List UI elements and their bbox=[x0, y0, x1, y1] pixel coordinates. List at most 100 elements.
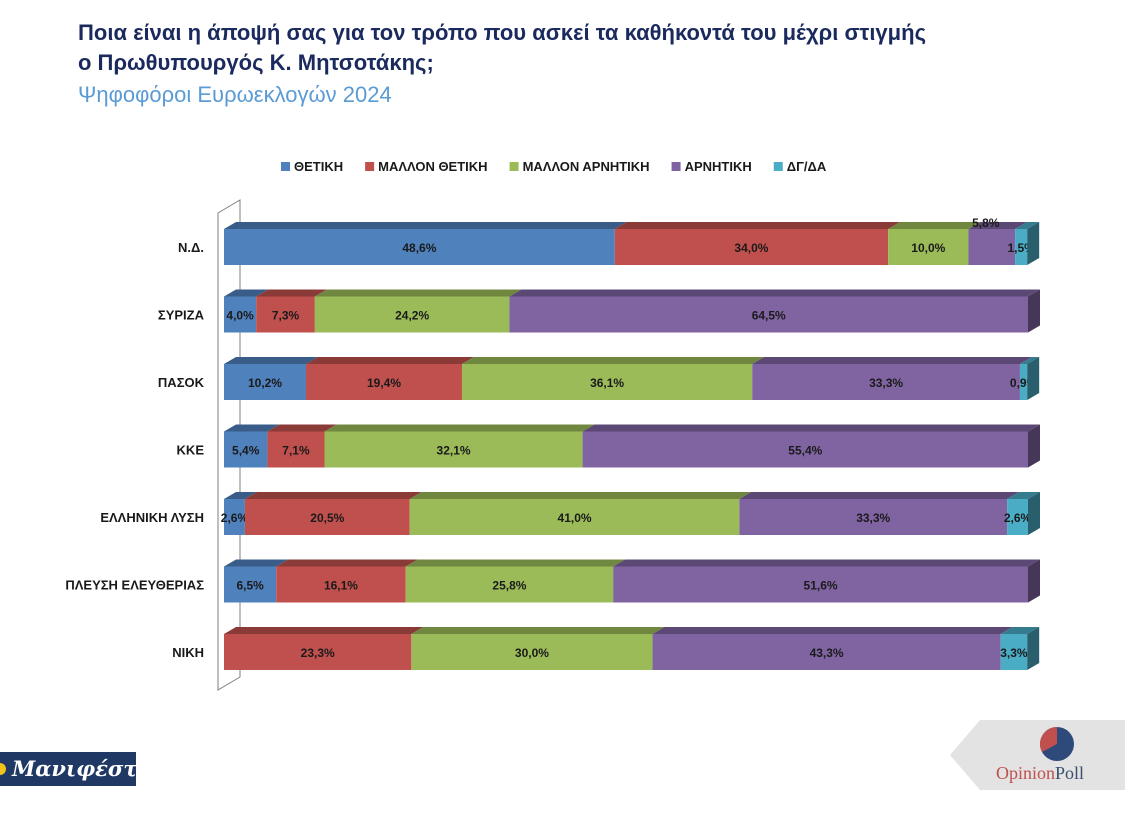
bar-2-1 bbox=[306, 364, 462, 400]
data-label-6-4: 3,3% bbox=[1000, 646, 1028, 660]
bar-top-1-2 bbox=[314, 289, 522, 297]
bar-top-2-2 bbox=[461, 357, 765, 364]
legend-swatch-1 bbox=[365, 162, 375, 171]
data-label-6-3: 43,3% bbox=[810, 646, 844, 660]
bar-6-4 bbox=[1000, 634, 1028, 670]
bar-end-5 bbox=[1028, 559, 1040, 603]
data-label-0-2: 10,0% bbox=[911, 241, 945, 255]
bar-top-6-3 bbox=[652, 627, 1013, 634]
bar-top-0-1 bbox=[614, 222, 901, 229]
bar-top-6-1 bbox=[224, 627, 424, 634]
manifesto-logo: Μανιφέστο bbox=[0, 752, 152, 786]
data-label-3-0: 5,4% bbox=[232, 444, 260, 458]
bar-1-3 bbox=[509, 296, 1028, 333]
category-label-0: Ν.Δ. bbox=[178, 240, 204, 255]
legend-swatch-4 bbox=[773, 162, 783, 171]
legend-swatch-0 bbox=[281, 162, 290, 171]
legend-swatch-2 bbox=[509, 162, 519, 171]
bar-top-2-0 bbox=[224, 357, 319, 364]
opinionpoll-word-1: Opinion bbox=[996, 763, 1056, 783]
bar-4-2 bbox=[409, 499, 740, 535]
data-label-4-3: 33,3% bbox=[856, 511, 890, 525]
data-label-1-3: 64,5% bbox=[752, 309, 786, 323]
data-label-5-0: 6,5% bbox=[236, 579, 264, 593]
title-line-2: ο Πρωθυπουργός Κ. Μητσοτάκης; bbox=[78, 50, 434, 75]
bar-top-0-2 bbox=[888, 222, 981, 229]
bar-2-3 bbox=[752, 364, 1020, 400]
bar-3-0 bbox=[224, 431, 268, 468]
bar-end-2 bbox=[1027, 357, 1040, 400]
bar-top-1-1 bbox=[256, 289, 327, 297]
category-label-3: ΚΚΕ bbox=[177, 443, 205, 458]
data-label-4-2: 41,0% bbox=[558, 511, 592, 525]
category-label-1: ΣΥΡΙΖΑ bbox=[158, 308, 205, 323]
bar-1-2 bbox=[314, 296, 510, 333]
bar-3-2 bbox=[324, 431, 583, 468]
data-label-0-3: 5,8% bbox=[972, 216, 1000, 230]
bar-6-3 bbox=[652, 634, 1001, 670]
data-label-3-1: 7,1% bbox=[282, 444, 310, 458]
bar-3-3 bbox=[582, 431, 1028, 468]
bar-top-5-0 bbox=[224, 559, 289, 567]
data-label-1-1: 7,3% bbox=[272, 309, 300, 323]
bar-end-4 bbox=[1028, 492, 1040, 535]
bar-top-0-3 bbox=[968, 222, 1028, 229]
bar-top-1-0 bbox=[224, 289, 269, 297]
data-label-5-1: 16,1% bbox=[324, 579, 358, 593]
legend-label-0: ΘΕΤΙΚΗ bbox=[294, 159, 343, 174]
data-label-0-1: 34,0% bbox=[734, 241, 768, 255]
bar-0-2 bbox=[888, 229, 969, 265]
bar-end-3 bbox=[1028, 424, 1040, 468]
manifesto-logo-text: Μανιφέστο bbox=[12, 756, 152, 781]
bar-top-4-0 bbox=[224, 492, 257, 499]
bar-top-1-3 bbox=[509, 289, 1040, 297]
bar-end-1 bbox=[1028, 289, 1040, 333]
data-label-4-4: 2,6% bbox=[1004, 511, 1032, 525]
bar-top-5-2 bbox=[405, 559, 626, 567]
bar-end-0 bbox=[1027, 222, 1040, 265]
category-label-6: ΝΙΚΗ bbox=[172, 645, 204, 660]
data-label-0-0: 48,6% bbox=[402, 241, 436, 255]
data-label-6-1: 23,3% bbox=[301, 646, 335, 660]
category-label-4: ΕΛΛΗΝΙΚΗ ΛΥΣΗ bbox=[100, 510, 204, 525]
data-label-1-2: 24,2% bbox=[395, 309, 429, 323]
chart-subtitle: Ψηφοφόροι Ευρωεκλογών 2024 bbox=[78, 82, 392, 107]
bar-4-3 bbox=[739, 499, 1008, 535]
bar-0-1 bbox=[614, 229, 889, 265]
bar-top-0-0 bbox=[224, 222, 627, 229]
bar-4-4 bbox=[1007, 499, 1028, 535]
legend-label-3: ΑΡΝΗΤΙΚΗ bbox=[685, 159, 752, 174]
bar-top-3-0 bbox=[224, 424, 280, 432]
bar-6-1 bbox=[224, 634, 412, 670]
data-label-3-2: 32,1% bbox=[437, 444, 471, 458]
category-label-5: ΠΛΕΥΣΗ ΕΛΕΥΘΕΡΙΑΣ bbox=[65, 578, 204, 593]
opinionpoll-word-2: Poll bbox=[1055, 763, 1085, 783]
data-label-2-1: 19,4% bbox=[367, 376, 401, 390]
bar-top-4-1 bbox=[244, 492, 422, 499]
data-label-3-3: 55,4% bbox=[788, 444, 822, 458]
opinionpoll-logo-shape bbox=[950, 720, 1125, 790]
bar-0-0 bbox=[224, 229, 615, 265]
bar-top-3-3 bbox=[582, 424, 1040, 432]
data-label-6-2: 30,0% bbox=[515, 646, 549, 660]
data-label-5-2: 25,8% bbox=[492, 579, 526, 593]
legend-label-4: ΔΓ/ΔΑ bbox=[787, 159, 827, 174]
bar-top-0-4 bbox=[1015, 222, 1040, 229]
bar-0-4 bbox=[1015, 229, 1028, 265]
bar-top-3-1 bbox=[267, 424, 337, 432]
data-label-2-3: 33,3% bbox=[869, 376, 903, 390]
bar-4-1 bbox=[244, 499, 410, 535]
bar-top-4-4 bbox=[1007, 492, 1040, 499]
bar-0-3 bbox=[968, 229, 1016, 265]
bar-3-1 bbox=[267, 431, 325, 468]
bar-top-2-3 bbox=[752, 357, 1032, 364]
bar-1-1 bbox=[256, 296, 315, 333]
bar-top-3-2 bbox=[324, 424, 595, 432]
category-label-2: ΠΑΣΟΚ bbox=[158, 375, 205, 390]
bar-5-0 bbox=[224, 566, 277, 603]
bar-1-0 bbox=[224, 296, 257, 333]
bar-5-3 bbox=[613, 566, 1028, 603]
manifesto-logo-dot bbox=[0, 763, 6, 775]
bar-top-5-3 bbox=[613, 559, 1040, 567]
data-label-4-0: 2,6% bbox=[221, 511, 249, 525]
